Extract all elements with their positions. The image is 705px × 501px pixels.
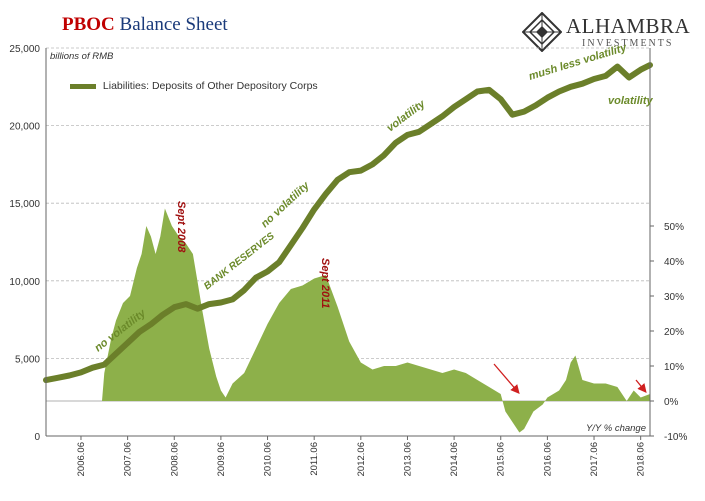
x-tick-label: 2013.06 (402, 442, 413, 476)
left-tick-label: 20,000 (9, 122, 40, 133)
x-tick-label: 2006.06 (76, 442, 87, 476)
right-tick-label: 10% (664, 362, 684, 373)
right-tick-label: 40% (664, 257, 684, 268)
yoy-area (101, 208, 650, 433)
deposits-line (43, 62, 653, 384)
legend-swatch (70, 83, 96, 89)
x-tick-label: 2010.06 (263, 442, 274, 476)
brand-logo: ALHAMBRA INVESTMENTS (522, 10, 697, 54)
chart-title: PBOC Balance Sheet (62, 14, 228, 36)
legend: Liabilities: Deposits of Other Depositor… (70, 80, 318, 92)
annotation: BANK RESERVES (202, 230, 277, 292)
arrow-2015 (493, 363, 520, 394)
logo-subtitle: INVESTMENTS (582, 38, 674, 49)
left-tick-label: 10,000 (9, 277, 40, 288)
x-tick-label: 2017.06 (589, 442, 600, 476)
arrow-2018 (635, 379, 647, 394)
left-tick-label: 5,000 (15, 354, 40, 365)
legend-label: Liabilities: Deposits of Other Depositor… (102, 80, 318, 92)
x-tick-label: 2008.06 (169, 442, 180, 476)
left-tick-label: 0 (34, 432, 40, 443)
x-tick-label: 2016.06 (542, 442, 553, 476)
right-tick-label: -10% (664, 432, 687, 443)
chart-title-blue: Balance Sheet (119, 14, 228, 35)
left-axis-unit: billions of RMB (50, 51, 114, 62)
x-tick-label: 2007.06 (123, 442, 134, 476)
left-tick-label: 25,000 (9, 44, 40, 55)
x-tick-label: 2011.06 (309, 442, 320, 476)
chart-title-red: PBOC (62, 14, 115, 35)
right-tick-label: 50% (664, 222, 684, 233)
x-tick-label: 2012.06 (356, 442, 367, 476)
diamond-logo-icon (522, 12, 562, 52)
x-tick-label: 2014.06 (449, 442, 460, 476)
x-tick-label: 2009.06 (216, 442, 227, 476)
right-tick-label: 0% (664, 397, 679, 408)
annotation: Sept 2008 (175, 201, 187, 253)
left-tick-label: 15,000 (9, 199, 40, 210)
x-tick-label: 2018.06 (636, 442, 647, 476)
right-axis-label: Y/Y % change (586, 423, 646, 434)
right-tick-label: 20% (664, 327, 684, 338)
annotation: Sept 2011 (319, 258, 331, 309)
logo-name: ALHAMBRA (566, 14, 691, 38)
annotation: volatility (608, 95, 654, 107)
x-tick-label: 2015.06 (496, 442, 507, 476)
right-tick-label: 30% (664, 292, 684, 303)
